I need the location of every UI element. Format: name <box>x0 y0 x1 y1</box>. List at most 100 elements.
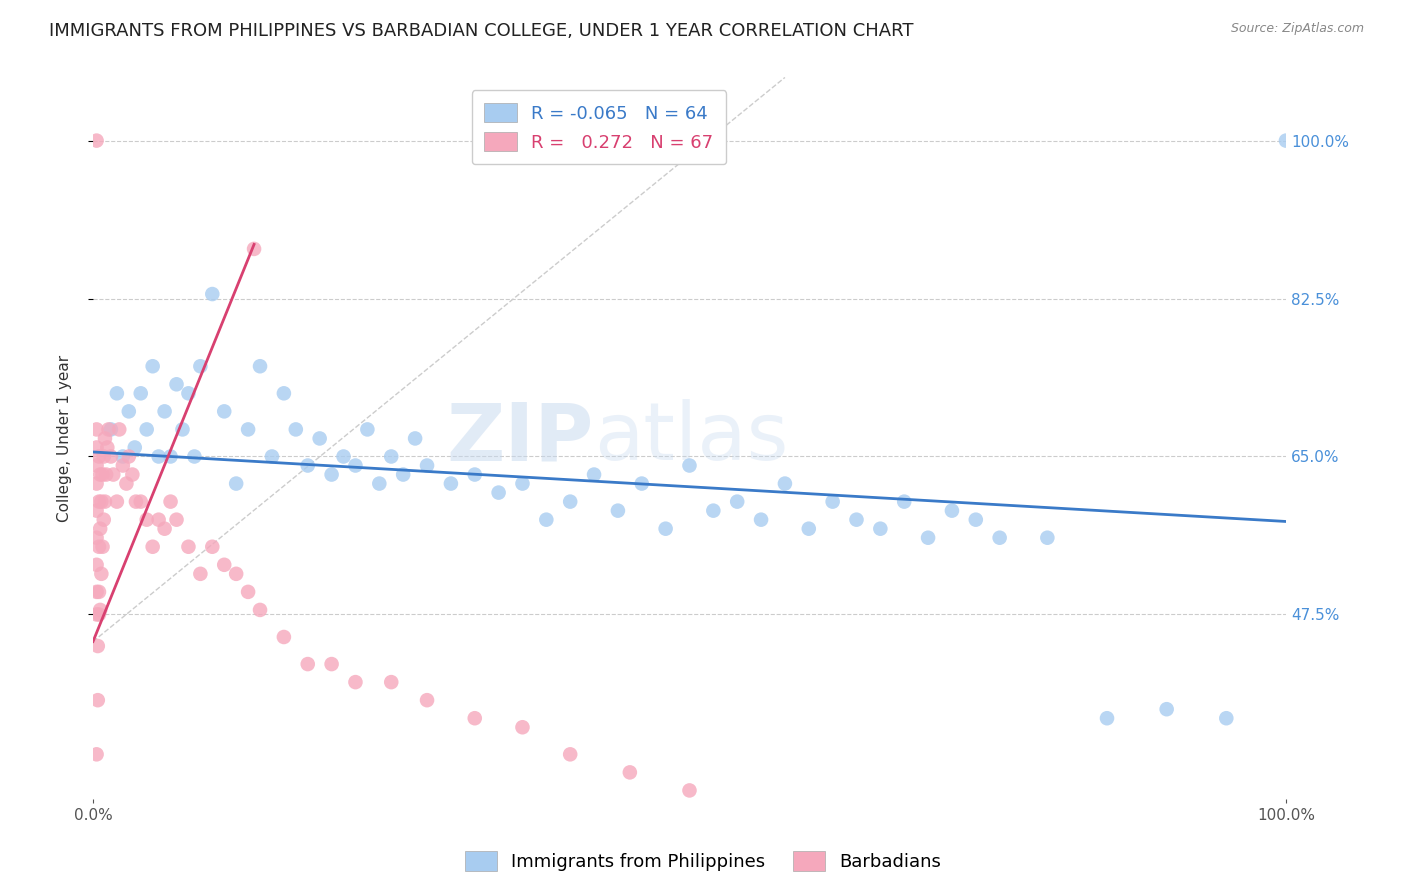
Point <box>678 783 700 797</box>
Point <box>941 503 963 517</box>
Point <box>103 467 125 482</box>
Point <box>654 522 676 536</box>
Point <box>869 522 891 536</box>
Point <box>166 513 188 527</box>
Point <box>236 422 259 436</box>
Point <box>89 522 111 536</box>
Point <box>115 476 138 491</box>
Point <box>124 441 146 455</box>
Point <box>225 566 247 581</box>
Point <box>100 422 122 436</box>
Point <box>91 540 114 554</box>
Point <box>190 566 212 581</box>
Point <box>606 503 628 517</box>
Point <box>1095 711 1118 725</box>
Point <box>86 585 108 599</box>
Legend: R = -0.065   N = 64, R =   0.272   N = 67: R = -0.065 N = 64, R = 0.272 N = 67 <box>472 90 727 164</box>
Point <box>129 386 152 401</box>
Point <box>94 467 117 482</box>
Point <box>87 450 110 464</box>
Point <box>404 432 426 446</box>
Point <box>344 458 367 473</box>
Point <box>153 404 176 418</box>
Text: IMMIGRANTS FROM PHILIPPINES VS BARBADIAN COLLEGE, UNDER 1 YEAR CORRELATION CHART: IMMIGRANTS FROM PHILIPPINES VS BARBADIAN… <box>49 22 914 40</box>
Point <box>321 467 343 482</box>
Point <box>260 450 283 464</box>
Point <box>536 513 558 527</box>
Point <box>321 657 343 671</box>
Point <box>108 422 131 436</box>
Point <box>356 422 378 436</box>
Point <box>87 693 110 707</box>
Point <box>560 747 582 762</box>
Point <box>212 558 235 572</box>
Point <box>464 711 486 725</box>
Point <box>94 432 117 446</box>
Point <box>845 513 868 527</box>
Point <box>142 540 165 554</box>
Point <box>86 441 108 455</box>
Point <box>129 494 152 508</box>
Point <box>965 513 987 527</box>
Point <box>86 422 108 436</box>
Point <box>183 450 205 464</box>
Point <box>225 476 247 491</box>
Point <box>488 485 510 500</box>
Point <box>118 404 141 418</box>
Point <box>297 458 319 473</box>
Point <box>89 467 111 482</box>
Point <box>86 747 108 762</box>
Point <box>297 657 319 671</box>
Point <box>177 386 200 401</box>
Point <box>93 450 115 464</box>
Point <box>440 476 463 491</box>
Point <box>166 377 188 392</box>
Point <box>236 585 259 599</box>
Point <box>821 494 844 508</box>
Point <box>177 540 200 554</box>
Point <box>380 450 402 464</box>
Point <box>86 458 108 473</box>
Point <box>988 531 1011 545</box>
Point <box>190 359 212 374</box>
Text: Source: ZipAtlas.com: Source: ZipAtlas.com <box>1230 22 1364 36</box>
Point <box>332 450 354 464</box>
Point <box>125 494 148 508</box>
Point <box>725 494 748 508</box>
Point <box>87 494 110 508</box>
Point <box>702 503 724 517</box>
Point <box>464 467 486 482</box>
Point <box>416 693 439 707</box>
Point <box>87 540 110 554</box>
Point <box>93 513 115 527</box>
Point <box>87 585 110 599</box>
Point <box>560 494 582 508</box>
Point <box>678 458 700 473</box>
Point <box>630 476 652 491</box>
Point <box>100 450 122 464</box>
Point <box>90 494 112 508</box>
Point <box>1036 531 1059 545</box>
Text: atlas: atlas <box>595 400 789 477</box>
Point <box>392 467 415 482</box>
Point <box>105 494 128 508</box>
Point <box>749 513 772 527</box>
Point <box>135 422 157 436</box>
Point <box>94 494 117 508</box>
Point <box>1215 711 1237 725</box>
Point <box>172 422 194 436</box>
Point <box>1275 134 1298 148</box>
Point <box>583 467 606 482</box>
Point <box>201 287 224 301</box>
Point <box>1156 702 1178 716</box>
Y-axis label: College, Under 1 year: College, Under 1 year <box>58 355 72 522</box>
Point <box>368 476 391 491</box>
Point <box>159 494 181 508</box>
Point <box>86 558 108 572</box>
Point <box>111 458 134 473</box>
Point <box>86 607 108 622</box>
Point <box>797 522 820 536</box>
Point <box>111 450 134 464</box>
Point <box>893 494 915 508</box>
Point <box>91 467 114 482</box>
